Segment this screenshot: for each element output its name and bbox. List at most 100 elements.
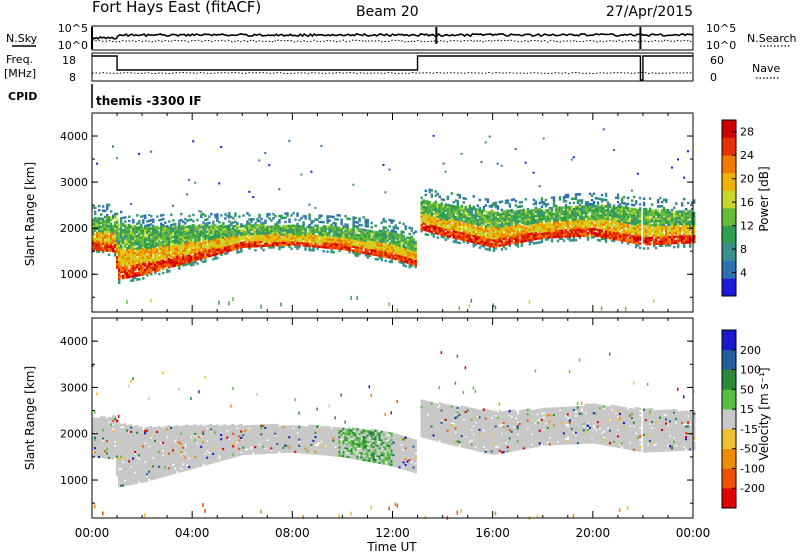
power-cell: [386, 255, 389, 259]
power-cell: [258, 242, 261, 246]
power-cell: [578, 222, 582, 225]
power-cell: [438, 203, 441, 207]
power-cell: [516, 220, 520, 223]
power-cell: [456, 214, 459, 217]
power-cell: [188, 218, 191, 222]
power-cell: [286, 239, 289, 242]
power-cell: [296, 214, 299, 217]
power-cell: [592, 223, 596, 227]
power-cell: [200, 244, 203, 248]
power-cell: [683, 235, 686, 238]
power-cell: [132, 270, 135, 274]
power-cell: [448, 233, 451, 236]
power-cell: [232, 237, 235, 241]
power-cell: [592, 202, 596, 206]
power-cell: [648, 211, 652, 215]
power-cell: [636, 235, 640, 239]
power-cell: [618, 224, 622, 227]
power-cell: [450, 217, 453, 220]
power-cell: [276, 241, 279, 245]
power-cell: [452, 215, 455, 218]
power-cell: [120, 275, 123, 278]
power-cell: [456, 210, 459, 213]
power-cell: [476, 233, 479, 236]
power-cell: [260, 223, 263, 227]
power-cell: [384, 255, 387, 258]
power-speckle: [150, 298, 152, 303]
power-cell: [630, 220, 634, 223]
power-cell: [492, 224, 496, 228]
power-cell: [486, 248, 490, 251]
power-cell: [146, 257, 149, 260]
power-cell: [488, 223, 492, 227]
power-cell: [578, 203, 582, 206]
power-cell: [234, 233, 237, 236]
power-cell: [558, 235, 562, 238]
power-cell: [110, 245, 113, 248]
power-cell: [102, 221, 105, 225]
power-cell: [110, 218, 113, 221]
power-speckle: [264, 152, 267, 154]
power-cell: [250, 240, 253, 244]
power-cell: [466, 222, 469, 226]
power-cell: [258, 226, 261, 229]
power-cell: [456, 222, 459, 226]
power-cell: [586, 234, 590, 237]
power-cell: [366, 256, 369, 259]
power-cell: [584, 201, 588, 204]
power-cell: [278, 225, 281, 228]
power-cell: [138, 240, 141, 244]
power-cell: [356, 229, 359, 233]
power-cell: [600, 220, 604, 224]
power-cell: [574, 226, 578, 229]
power-cell: [594, 205, 598, 208]
power-cell: [608, 236, 612, 240]
power-cell: [498, 231, 502, 235]
power-cell: [120, 268, 123, 272]
power-cell: [434, 229, 437, 233]
power-cell: [492, 233, 496, 236]
power-cell: [564, 204, 568, 207]
power-cell: [226, 225, 229, 228]
power-cell: [346, 234, 349, 237]
power-cell: [584, 223, 588, 227]
power-speckle: [524, 161, 527, 164]
power-cell: [490, 234, 494, 238]
power-cell: [634, 210, 638, 214]
power-cell: [588, 221, 592, 225]
power-cell: [146, 236, 149, 240]
power-cell: [134, 255, 137, 259]
power-cell: [406, 261, 409, 264]
power-cell: [562, 231, 566, 234]
power-cell: [683, 226, 686, 230]
power-cell: [98, 229, 101, 233]
power-cell: [374, 247, 377, 250]
power-cell: [160, 230, 163, 234]
power-cell: [671, 208, 674, 212]
power-cell: [486, 223, 490, 226]
power-cell: [362, 243, 365, 246]
power-cell: [500, 217, 504, 220]
power-cell: [500, 237, 504, 241]
power-cell: [154, 247, 157, 250]
power-cell: [344, 239, 347, 243]
power-cell: [224, 244, 227, 247]
power-cell: [246, 232, 249, 236]
power-cell: [610, 206, 614, 209]
power-cell: [646, 238, 650, 242]
power-cell: [536, 210, 540, 213]
power-cell: [656, 223, 660, 227]
power-cell: [578, 213, 582, 217]
power-cell: [154, 226, 157, 229]
power-cell: [630, 203, 634, 207]
power-cell: [438, 212, 441, 215]
power-cell: [142, 260, 145, 264]
power-cell: [244, 226, 247, 230]
power-cell: [156, 254, 159, 258]
power-cell: [582, 211, 586, 215]
power-cell: [298, 245, 301, 249]
power-cell: [560, 229, 564, 232]
power-cell: [104, 249, 107, 252]
power-cell: [112, 241, 115, 244]
power-cell: [110, 224, 113, 228]
